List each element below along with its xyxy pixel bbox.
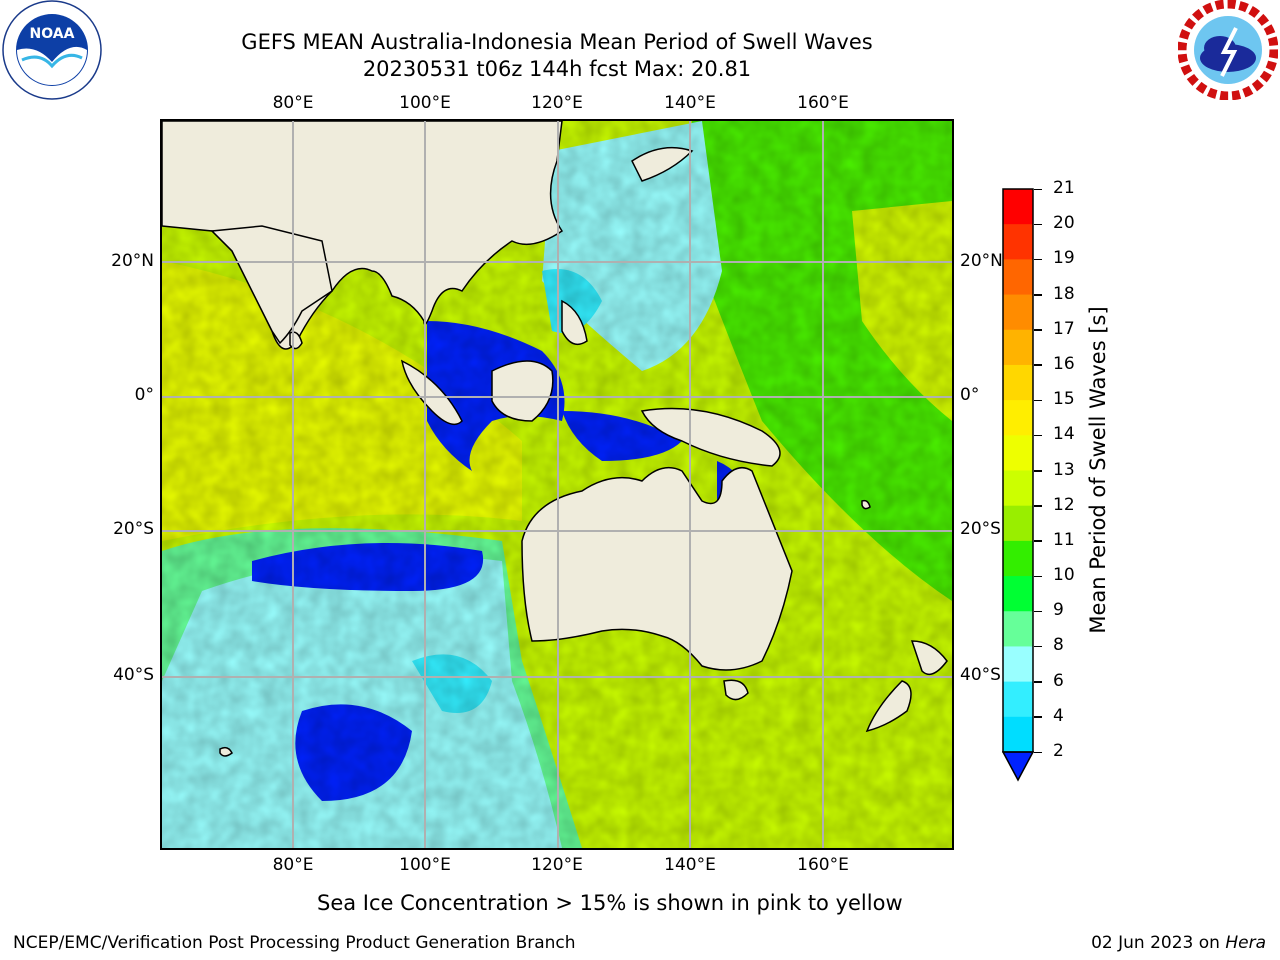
colorbar-tick-mark (1034, 505, 1042, 507)
colorbar (1001, 188, 1035, 782)
footer-machine: Hera (1225, 933, 1266, 953)
lat-tick-left: 40°S (113, 665, 154, 685)
land-masses (162, 121, 948, 757)
colorbar-tick-mark (1034, 610, 1042, 613)
colorbar-tick-mark (1034, 188, 1042, 190)
philippines (561, 299, 588, 346)
colorbar-cell (1003, 576, 1033, 612)
lat-tick-right: 0° (960, 385, 980, 405)
lon-tick-bottom: 160°E (797, 855, 849, 875)
nz-north (910, 640, 948, 676)
colorbar-tick-label: 13 (1053, 459, 1075, 480)
colorbar-cell (1003, 540, 1033, 577)
colorbar-tick-mark (1034, 329, 1042, 331)
colorbar-tick-mark (1034, 645, 1042, 648)
lon-tick-bottom: 120°E (531, 855, 583, 875)
colorbar-tick-mark (1034, 223, 1042, 226)
colorbar-cells (1003, 189, 1033, 753)
lon-tick-bottom: 80°E (272, 855, 314, 875)
colorbar-tick-label: 12 (1053, 494, 1075, 515)
map-title: GEFS MEAN Australia-Indonesia Mean Perio… (241, 30, 873, 54)
lat-tick-left: 0° (134, 385, 154, 405)
kerguelen (219, 746, 233, 757)
lat-tick-left: 20°S (113, 519, 154, 539)
colorbar-outline (1002, 188, 1034, 753)
colorbar-tick-mark (1034, 470, 1042, 472)
map-canvas (162, 121, 952, 848)
footer-date-text: 02 Jun 2023 on (1091, 933, 1226, 953)
colorbar-tick-label: 11 (1053, 529, 1075, 550)
colorbar-cell (1003, 259, 1033, 296)
colorbar-cell (1003, 611, 1033, 647)
noaa-logo: NOAA (0, 0, 104, 104)
footer-branch: NCEP/EMC/Verification Post Processing Pr… (13, 933, 576, 953)
colorbar-tick-label: 16 (1053, 353, 1075, 374)
colorbar-tick-label: 10 (1053, 565, 1075, 586)
colorbar-cell (1003, 224, 1033, 260)
map-subtitle: 20230531 t06z 144h fcst Max: 20.81 (362, 57, 752, 81)
colorbar-tick-label: 8 (1053, 635, 1064, 656)
colorbar-tick-label: 14 (1053, 424, 1075, 445)
graticule (162, 121, 952, 848)
colorbar-tick-mark (1034, 540, 1042, 542)
lon-tick-top: 120°E (531, 93, 583, 113)
colorbar-cell (1003, 505, 1033, 542)
colorbar-tick-label: 6 (1053, 670, 1064, 691)
new-guinea (640, 407, 781, 467)
colorbar-cell (1003, 646, 1033, 683)
sea-ice-note: Sea Ice Concentration > 15% is shown in … (317, 891, 903, 915)
nws-logo (1177, 0, 1279, 101)
colorbar-tick-label: 20 (1053, 213, 1075, 234)
colorbar-cell (1003, 400, 1033, 436)
colorbar-cell (1003, 470, 1033, 507)
lon-tick-top: 140°E (664, 93, 716, 113)
colorbar-cell (1003, 329, 1033, 366)
lon-tick-top: 100°E (399, 93, 451, 113)
nz-south (865, 680, 912, 733)
colorbar-tick-mark (1034, 258, 1042, 261)
colorbar-tick-label: 4 (1053, 705, 1064, 726)
japan (631, 146, 694, 182)
colorbar-tick-mark (1034, 681, 1042, 683)
borneo (491, 360, 554, 422)
lat-tick-right: 20°S (960, 519, 1001, 539)
colorbar-tick-mark (1034, 751, 1042, 753)
colorbar-tick-label: 19 (1053, 248, 1075, 269)
colorbar-tick-label: 15 (1053, 389, 1075, 410)
colorbar-cell (1003, 681, 1033, 718)
noaa-logo-text: NOAA (30, 26, 75, 42)
colorbar-extend-triangle (1001, 751, 1035, 782)
colorbar-tick-label: 17 (1053, 318, 1075, 339)
swell-period-map (160, 119, 954, 850)
tasmania (723, 679, 749, 701)
lon-tick-top: 80°E (272, 93, 314, 113)
footer-date: 02 Jun 2023 on Hera (1091, 933, 1266, 953)
colorbar-tick-label: 9 (1053, 600, 1064, 621)
colorbar-cell (1003, 716, 1033, 753)
india-land (210, 225, 333, 345)
colorbar-tick-mark (1034, 575, 1042, 578)
lat-tick-right: 20°N (960, 251, 1003, 271)
colorbar-tick-label: 18 (1053, 283, 1075, 304)
colorbar-tick-mark (1034, 364, 1042, 366)
lon-tick-top: 160°E (797, 93, 849, 113)
new-caledonia (861, 499, 871, 510)
colorbar-tick-mark (1034, 716, 1042, 718)
lat-tick-right: 40°S (960, 665, 1001, 685)
colorbar-tick-mark (1034, 434, 1042, 437)
colorbar-tick-label: 2 (1053, 741, 1064, 761)
australia (521, 466, 793, 671)
colorbar-cell (1003, 189, 1033, 225)
colorbar-tick-mark (1034, 294, 1042, 296)
lat-tick-left: 20°N (111, 251, 154, 271)
colorbar-cell (1003, 364, 1033, 401)
lon-tick-bottom: 140°E (664, 855, 716, 875)
colorbar-cell (1003, 435, 1033, 471)
colorbar-tick-mark (1034, 399, 1042, 402)
lon-tick-bottom: 100°E (399, 855, 451, 875)
colorbar-cell (1003, 294, 1033, 331)
colorbar-tick-label: 21 (1053, 178, 1075, 198)
colorbar-label: Mean Period of Swell Waves [s] (1086, 306, 1110, 634)
sumatra (400, 359, 463, 426)
